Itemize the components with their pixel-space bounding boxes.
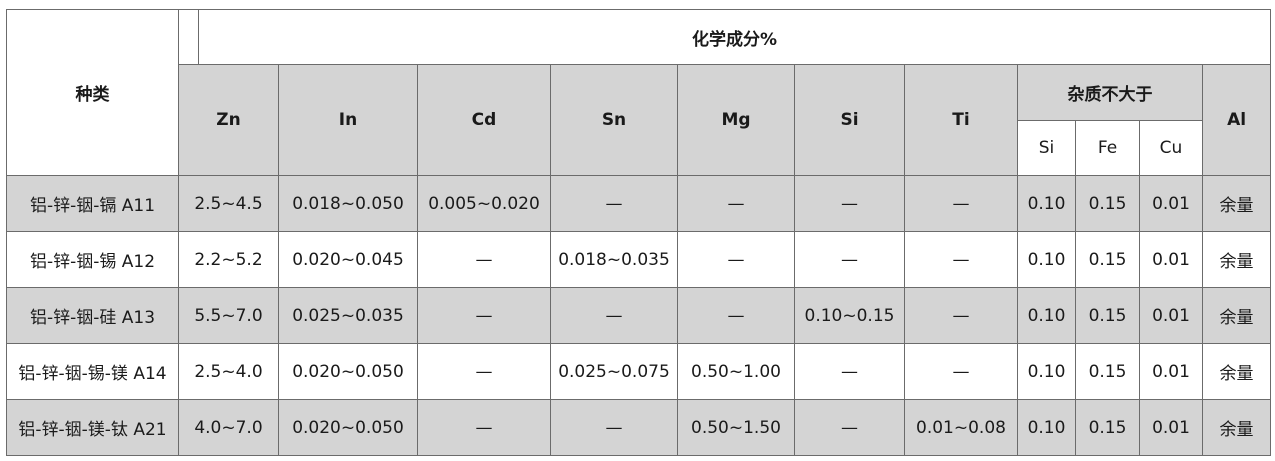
cell-si: — <box>794 343 905 400</box>
cell-impurity-si: 0.10 <box>1017 287 1076 344</box>
cell-mg: 0.50~1.50 <box>677 399 795 456</box>
cell-impurity-fe: 0.15 <box>1075 343 1140 400</box>
cell-impurity-fe: 0.15 <box>1075 231 1140 288</box>
col-header-mg: Mg <box>677 64 795 176</box>
cell-al: 余量 <box>1201 231 1272 288</box>
cell-zn: 2.5~4.5 <box>178 175 279 232</box>
cell-sn: 0.025~0.075 <box>550 343 678 400</box>
cell-cd: — <box>417 287 551 344</box>
cell-al: 余量 <box>1201 287 1272 344</box>
cell-impurity-si: 0.10 <box>1017 175 1076 232</box>
cell-zn: 4.0~7.0 <box>178 399 279 456</box>
cell-si: — <box>794 231 905 288</box>
cell-impurity-si: 0.10 <box>1017 231 1076 288</box>
row-name: 铝-锌-铟-锡-镁 A14 <box>6 343 179 400</box>
cell-impurity-fe: 0.15 <box>1075 399 1140 456</box>
cell-impurity-si: 0.10 <box>1017 399 1076 456</box>
cell-in: 0.020~0.050 <box>278 343 418 400</box>
col-header-al: Al <box>1201 64 1272 176</box>
impurity-header-cu: Cu <box>1139 120 1203 176</box>
cell-mg: — <box>677 175 795 232</box>
cell-mg: — <box>677 231 795 288</box>
cell-cd: — <box>417 399 551 456</box>
cell-in: 0.025~0.035 <box>278 287 418 344</box>
col-header-cd: Cd <box>417 64 551 176</box>
header-spacer-cell <box>178 9 199 65</box>
cell-zn: 2.5~4.0 <box>178 343 279 400</box>
cell-impurity-fe: 0.15 <box>1075 175 1140 232</box>
cell-ti: — <box>904 231 1018 288</box>
cell-impurity-si: 0.10 <box>1017 343 1076 400</box>
cell-in: 0.020~0.045 <box>278 231 418 288</box>
col-header-in: In <box>278 64 418 176</box>
cell-sn: — <box>550 287 678 344</box>
composition-table: 种类 化学成分% Zn In Cd Sn Mg Si Ti 杂质不大于 Al S… <box>6 9 1272 456</box>
cell-si: — <box>794 399 905 456</box>
table-row: 铝-锌-铟-锡 A12 2.2~5.2 0.020~0.045 — 0.018~… <box>6 231 1272 288</box>
cell-impurity-cu: 0.01 <box>1139 231 1203 288</box>
impurity-header-si: Si <box>1017 120 1076 176</box>
cell-al: 余量 <box>1201 399 1272 456</box>
cell-cd: 0.005~0.020 <box>417 175 551 232</box>
cell-al: 余量 <box>1201 175 1272 232</box>
cell-mg: — <box>677 287 795 344</box>
table-row: 铝-锌-铟-锡-镁 A14 2.5~4.0 0.020~0.050 — 0.02… <box>6 343 1272 400</box>
cell-ti: 0.01~0.08 <box>904 399 1018 456</box>
cell-impurity-cu: 0.01 <box>1139 287 1203 344</box>
row-name: 铝-锌-铟-锡 A12 <box>6 231 179 288</box>
col-header-ti: Ti <box>904 64 1018 176</box>
cell-ti: — <box>904 343 1018 400</box>
table-row: 铝-锌-铟-硅 A13 5.5~7.0 0.025~0.035 — — — 0.… <box>6 287 1272 344</box>
cell-si: 0.10~0.15 <box>794 287 905 344</box>
col-header-sn: Sn <box>550 64 678 176</box>
row-name: 铝-锌-铟-镁-钛 A21 <box>6 399 179 456</box>
cell-sn: — <box>550 175 678 232</box>
col-header-zn: Zn <box>178 64 279 176</box>
header-row-top: 种类 化学成分% <box>6 9 1272 176</box>
table-row: 铝-锌-铟-镁-钛 A21 4.0~7.0 0.020~0.050 — — 0.… <box>6 399 1272 456</box>
cell-mg: 0.50~1.00 <box>677 343 795 400</box>
cell-sn: 0.018~0.035 <box>550 231 678 288</box>
header-row-impurities: Si Fe Cu <box>7 120 1271 176</box>
cell-impurity-cu: 0.01 <box>1139 399 1203 456</box>
cell-zn: 2.2~5.2 <box>178 231 279 288</box>
cell-al: 余量 <box>1201 343 1272 400</box>
impurity-header: 杂质不大于 <box>1017 64 1203 121</box>
row-name: 铝-锌-铟-硅 A13 <box>6 287 179 344</box>
cell-in: 0.020~0.050 <box>278 399 418 456</box>
cell-ti: — <box>904 175 1018 232</box>
cell-cd: — <box>417 343 551 400</box>
table-row: 铝-锌-铟-镉 A11 2.5~4.5 0.018~0.050 0.005~0.… <box>6 175 1272 232</box>
composition-header: 化学成分% <box>197 9 1272 65</box>
cell-ti: — <box>904 287 1018 344</box>
impurity-header-fe: Fe <box>1075 120 1140 176</box>
row-name: 铝-锌-铟-镉 A11 <box>6 175 179 232</box>
cell-in: 0.018~0.050 <box>278 175 418 232</box>
cell-impurity-cu: 0.01 <box>1139 343 1203 400</box>
col-header-si: Si <box>794 64 905 176</box>
cell-si: — <box>794 175 905 232</box>
cell-sn: — <box>550 399 678 456</box>
cell-impurity-fe: 0.15 <box>1075 287 1140 344</box>
cell-impurity-cu: 0.01 <box>1139 175 1203 232</box>
header-row-elements: Zn In Cd Sn Mg Si Ti 杂质不大于 Al <box>7 64 1272 176</box>
cell-cd: — <box>417 231 551 288</box>
category-header: 种类 <box>6 9 179 176</box>
cell-zn: 5.5~7.0 <box>178 287 279 344</box>
